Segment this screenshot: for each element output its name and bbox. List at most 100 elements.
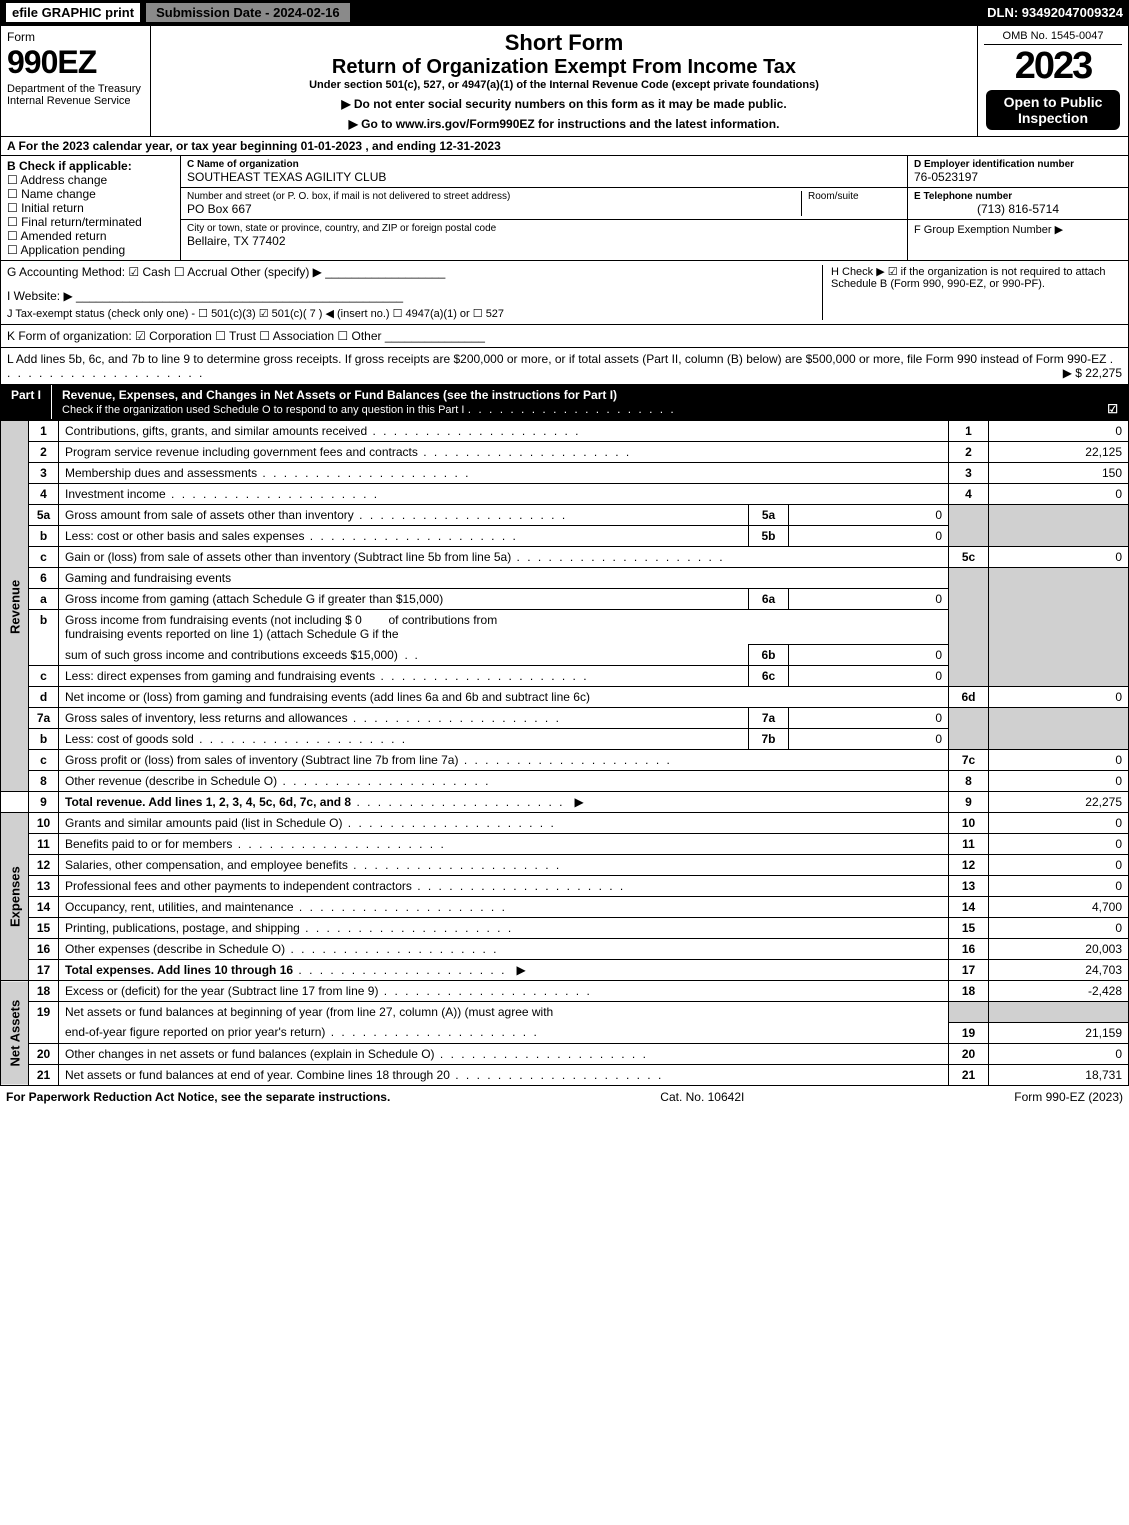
department-label: Department of the Treasury Internal Reve… (7, 83, 144, 107)
line-5b-num: b (29, 526, 59, 547)
line-19-desc1: Net assets or fund balances at beginning… (59, 1002, 949, 1023)
i-website: I Website: ▶ ___________________________… (7, 289, 822, 303)
form-header: Form 990EZ Department of the Treasury In… (0, 25, 1129, 137)
shade-5-amt (989, 505, 1129, 547)
line-13-amt: 0 (989, 876, 1129, 897)
line-11-num: 11 (29, 834, 59, 855)
dln-label: DLN: 93492047009324 (987, 5, 1123, 20)
net-assets-label: Net Assets (1, 981, 29, 1086)
line-4-ln: 4 (949, 484, 989, 505)
line-12-ln: 12 (949, 855, 989, 876)
row-a-tax-year: A For the 2023 calendar year, or tax yea… (0, 137, 1129, 156)
line-7c-ln: 7c (949, 750, 989, 771)
line-7a-num: 7a (29, 708, 59, 729)
line-20-amt: 0 (989, 1043, 1129, 1064)
line-18-desc: Excess or (deficit) for the year (Subtra… (59, 981, 949, 1002)
page-footer: For Paperwork Reduction Act Notice, see … (0, 1086, 1129, 1108)
line-19-num: 19 (29, 1002, 59, 1044)
line-15-desc: Printing, publications, postage, and shi… (59, 918, 949, 939)
check-name-change[interactable]: ☐ Name change (7, 187, 174, 201)
line-7a-iln: 7a (749, 708, 789, 729)
street-address: PO Box 667 (187, 202, 801, 216)
line-19-ln: 19 (949, 1022, 989, 1043)
header-right: OMB No. 1545-0047 2023 Open to Public In… (978, 26, 1128, 136)
line-3-amt: 150 (989, 463, 1129, 484)
shade-19-amt (989, 1002, 1129, 1023)
line-19-amt: 21,159 (989, 1022, 1129, 1043)
line-12-num: 12 (29, 855, 59, 876)
efile-print-button[interactable]: efile GRAPHIC print (6, 3, 140, 22)
line-9-desc: Total revenue. Add lines 1, 2, 3, 4, 5c,… (59, 792, 949, 813)
line-5b-iln: 5b (749, 526, 789, 547)
submission-date-button[interactable]: Submission Date - 2024-02-16 (146, 3, 350, 22)
line-4-num: 4 (29, 484, 59, 505)
line-2-amt: 22,125 (989, 442, 1129, 463)
line-15-amt: 0 (989, 918, 1129, 939)
line-21-ln: 21 (949, 1064, 989, 1085)
part1-label: Part I (1, 385, 52, 419)
line-20-num: 20 (29, 1043, 59, 1064)
line-6a-ival: 0 (789, 589, 949, 610)
line-14-ln: 14 (949, 897, 989, 918)
line-6b-ival: 0 (789, 645, 949, 666)
check-final-return[interactable]: ☐ Final return/terminated (7, 215, 174, 229)
g-accounting-method: G Accounting Method: ☑ Cash ☐ Accrual Ot… (7, 265, 822, 279)
part1-check: ☑ (1107, 402, 1118, 416)
spacer (1, 792, 29, 813)
city-state-zip: Bellaire, TX 77402 (187, 234, 901, 248)
line-5c-amt: 0 (989, 547, 1129, 568)
line-13-ln: 13 (949, 876, 989, 897)
expenses-label: Expenses (1, 813, 29, 981)
under-section: Under section 501(c), 527, or 4947(a)(1)… (157, 79, 971, 91)
line-7b-ival: 0 (789, 729, 949, 750)
e-phone-label: E Telephone number (914, 191, 1012, 202)
section-c: C Name of organization SOUTHEAST TEXAS A… (181, 156, 908, 260)
check-address-change[interactable]: ☐ Address change (7, 173, 174, 187)
line-5b-ival: 0 (789, 526, 949, 547)
line-5c-ln: 5c (949, 547, 989, 568)
line-6-desc: Gaming and fundraising events (59, 568, 949, 589)
form-word: Form (7, 30, 144, 44)
line-18-num: 18 (29, 981, 59, 1002)
c-name-label: C Name of organization (187, 159, 299, 170)
l-amount: ▶ $ 22,275 (1063, 366, 1122, 380)
line-9-num: 9 (29, 792, 59, 813)
row-a-text: A For the 2023 calendar year, or tax yea… (7, 139, 501, 153)
line-10-ln: 10 (949, 813, 989, 834)
section-bcdef: B Check if applicable: ☐ Address change … (0, 156, 1129, 261)
line-11-ln: 11 (949, 834, 989, 855)
line-18-ln: 18 (949, 981, 989, 1002)
shade-7-amt (989, 708, 1129, 750)
shade-5 (949, 505, 989, 547)
goto-link[interactable]: ▶ Go to www.irs.gov/Form990EZ for instru… (157, 117, 971, 131)
line-1-amt: 0 (989, 421, 1129, 442)
h-schedule-b-check: H Check ▶ ☑ if the organization is not r… (822, 265, 1122, 320)
part1-header: Part I Revenue, Expenses, and Changes in… (0, 385, 1129, 420)
org-name: SOUTHEAST TEXAS AGILITY CLUB (187, 170, 901, 184)
check-initial-return[interactable]: ☐ Initial return (7, 201, 174, 215)
line-6a-iln: 6a (749, 589, 789, 610)
line-6d-amt: 0 (989, 687, 1129, 708)
line-14-num: 14 (29, 897, 59, 918)
shade-6 (949, 568, 989, 687)
line-7b-num: b (29, 729, 59, 750)
section-b-title: B Check if applicable: (7, 159, 132, 173)
check-application-pending[interactable]: ☐ Application pending (7, 243, 174, 257)
line-6c-iln: 6c (749, 666, 789, 687)
room-suite-label: Room/suite (801, 191, 901, 216)
city-label: City or town, state or province, country… (187, 223, 901, 234)
check-amended-return[interactable]: ☐ Amended return (7, 229, 174, 243)
line-7b-desc: Less: cost of goods sold (59, 729, 749, 750)
line-17-amt: 24,703 (989, 960, 1129, 981)
line-6a-num: a (29, 589, 59, 610)
line-20-ln: 20 (949, 1043, 989, 1064)
line-21-amt: 18,731 (989, 1064, 1129, 1085)
open-to-public: Open to Public Inspection (986, 90, 1120, 130)
line-5a-desc: Gross amount from sale of assets other t… (59, 505, 749, 526)
line-1-desc: Contributions, gifts, grants, and simila… (59, 421, 949, 442)
line-21-num: 21 (29, 1064, 59, 1085)
line-2-ln: 2 (949, 442, 989, 463)
no-ssn-note: ▶ Do not enter social security numbers o… (157, 97, 971, 111)
l-text: L Add lines 5b, 6c, and 7b to line 9 to … (7, 352, 1106, 366)
line-3-desc: Membership dues and assessments (59, 463, 949, 484)
